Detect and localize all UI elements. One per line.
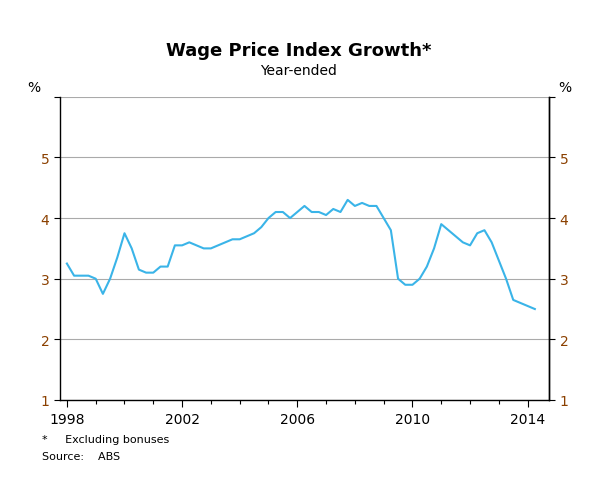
Text: %: % <box>27 81 40 95</box>
Text: Source:    ABS: Source: ABS <box>42 451 120 461</box>
Text: *     Excluding bonuses: * Excluding bonuses <box>42 434 169 444</box>
Text: Wage Price Index Growth*: Wage Price Index Growth* <box>166 42 431 60</box>
Text: Year-ended: Year-ended <box>260 64 337 78</box>
Text: %: % <box>558 81 571 95</box>
